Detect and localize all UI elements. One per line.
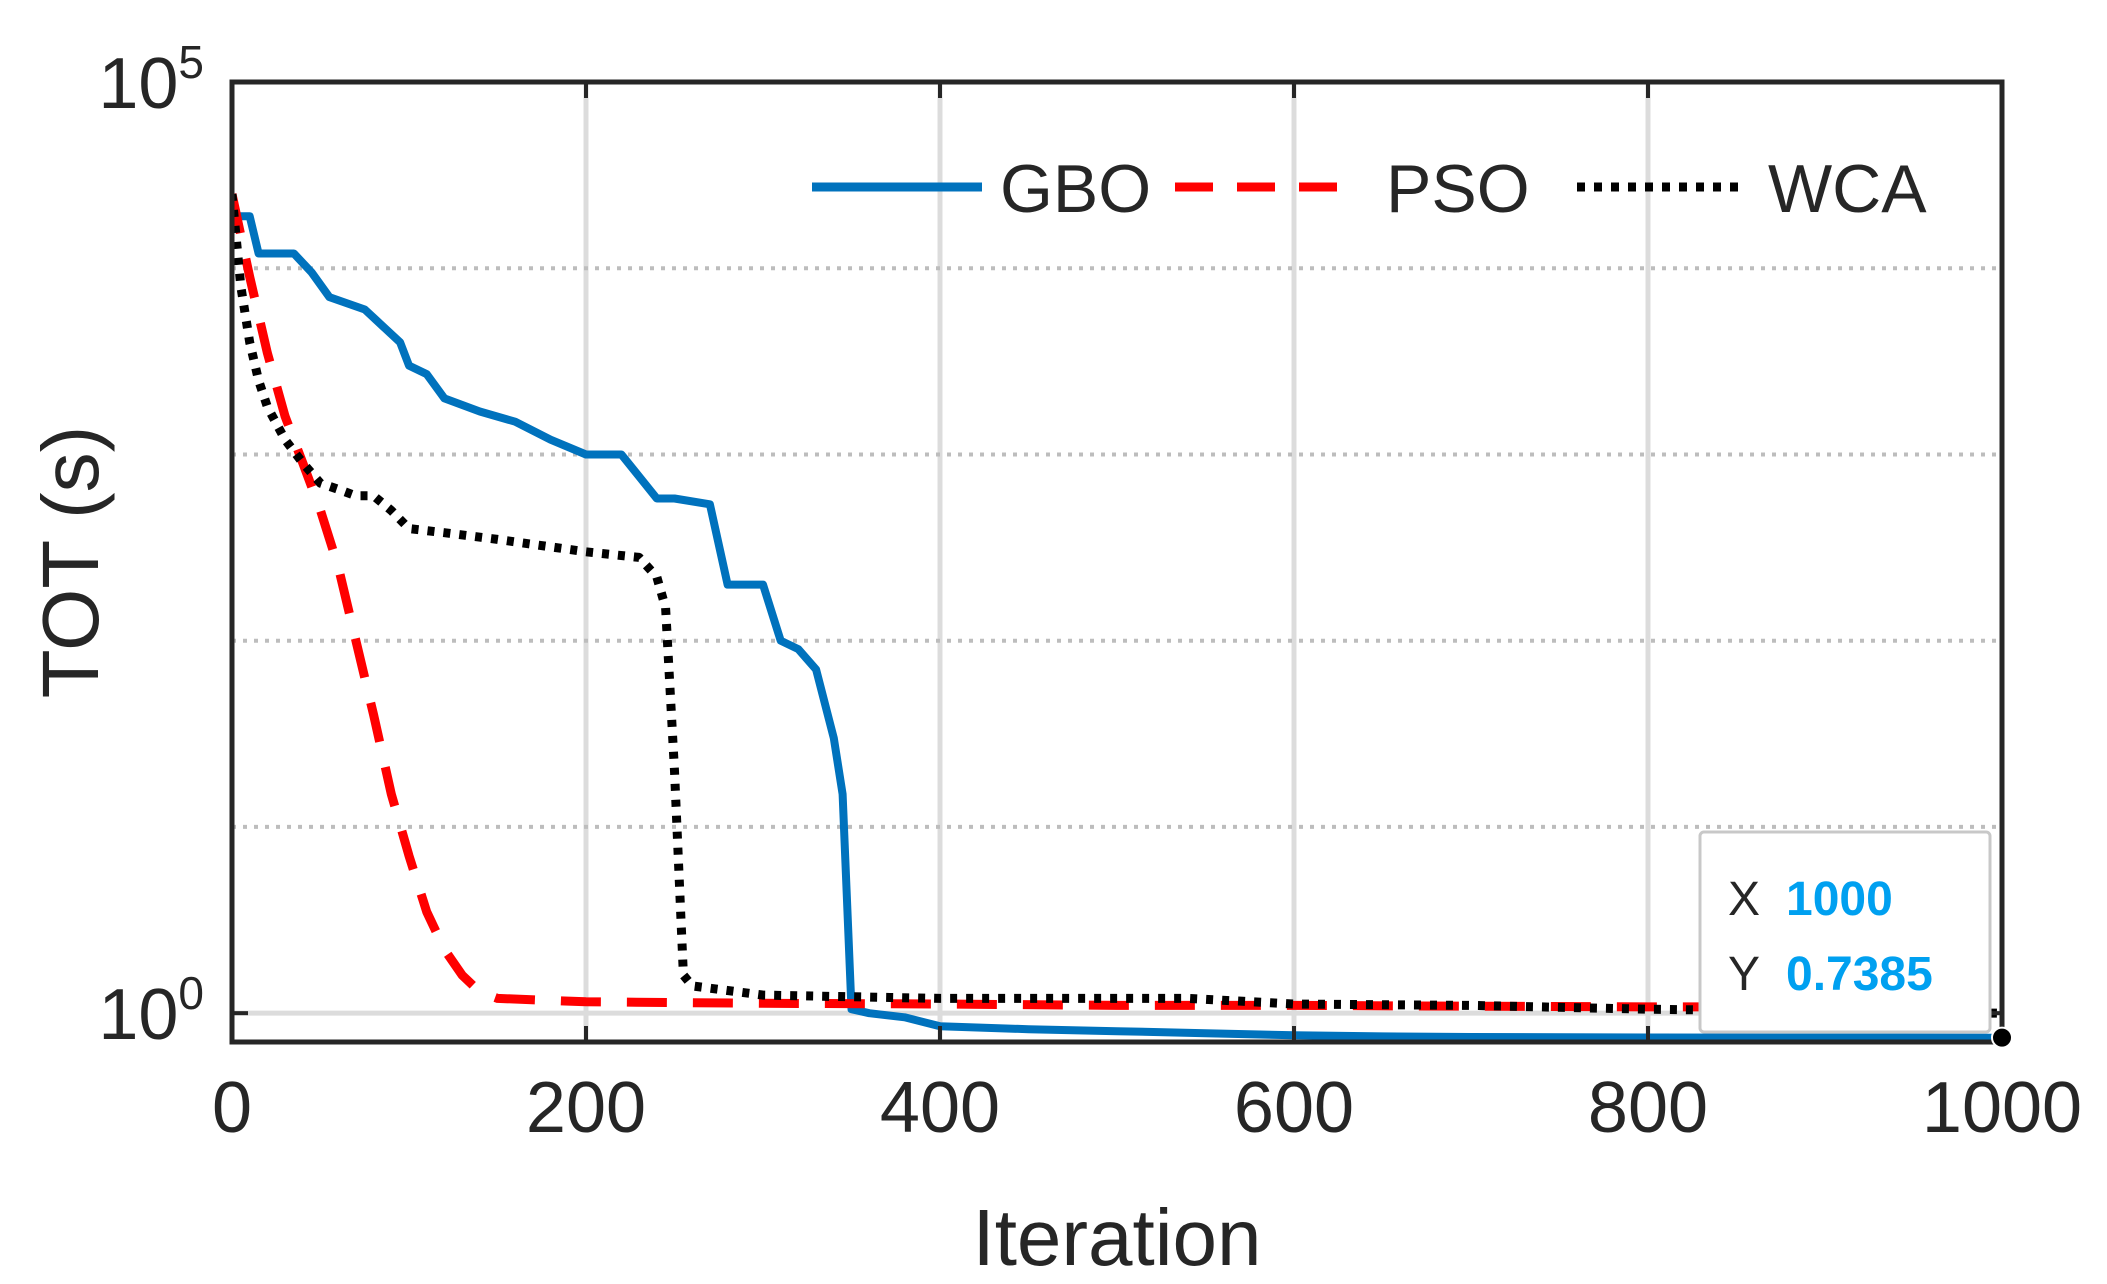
series-line-gbo xyxy=(232,212,2002,1042)
datatip[interactable]: X 1000 Y 0.7385 xyxy=(1698,830,2013,1049)
y-tick-label-base: 10 xyxy=(98,975,178,1055)
legend: GBO PSO WCA xyxy=(812,151,1927,227)
datatip-x-label: X xyxy=(1728,873,1760,926)
x-tick-label: 1000 xyxy=(1922,1068,2082,1148)
axes-frame xyxy=(229,79,2005,1045)
datatip-box xyxy=(1698,830,1992,1034)
legend-label-wca: WCA xyxy=(1768,151,1927,227)
x-axis-label: Iteration xyxy=(972,1193,1261,1282)
grid xyxy=(232,82,2002,1042)
datatip-y-label: Y xyxy=(1728,948,1760,1001)
datatip-x-value: 1000 xyxy=(1786,873,1893,926)
x-tick-label: 0 xyxy=(212,1068,252,1148)
y-tick-label-exponent: 5 xyxy=(178,36,204,88)
y-axis-label: TOT (s) xyxy=(26,426,115,699)
datatip-y-value: 0.7385 xyxy=(1786,948,1933,1001)
legend-label-gbo: GBO xyxy=(1000,151,1151,227)
y-tick-label-base: 10 xyxy=(98,44,178,124)
x-tick-label: 200 xyxy=(526,1068,646,1148)
y-tick-label: 100 xyxy=(98,967,204,1055)
x-tick-label: 400 xyxy=(880,1068,1000,1148)
legend-label-pso: PSO xyxy=(1386,151,1530,227)
x-tick-label: 600 xyxy=(1234,1068,1354,1148)
series-layer xyxy=(232,193,2002,1042)
series-line-pso xyxy=(232,193,2002,1012)
y-tick-label: 105 xyxy=(98,36,204,124)
y-tick-label-exponent: 0 xyxy=(178,967,204,1019)
datatip-marker[interactable] xyxy=(1991,1026,2013,1049)
x-tick-label: 800 xyxy=(1588,1068,1708,1148)
